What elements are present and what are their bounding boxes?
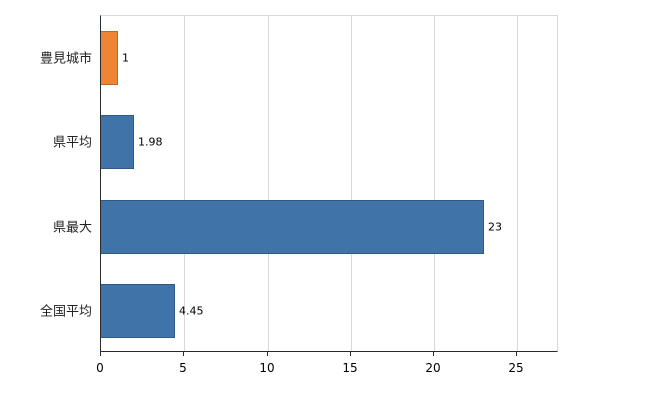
x-axis-tick-mark	[183, 352, 184, 356]
grid-line	[517, 16, 518, 351]
x-axis-tick-label: 20	[425, 361, 441, 375]
x-axis-tick-mark	[350, 352, 351, 356]
plot-area: 1 1.98 23 4.45	[100, 15, 558, 352]
x-axis-tick-mark	[433, 352, 434, 356]
y-axis-label: 豊見城市	[39, 51, 92, 67]
x-axis-tick-mark	[100, 352, 101, 356]
y-axis-label: 県最大	[52, 220, 92, 236]
bar-value-label: 4.45	[179, 304, 204, 318]
y-axis-label: 全国平均	[39, 304, 92, 320]
bar	[101, 200, 484, 254]
bar	[101, 284, 175, 338]
x-axis-tick-label: 25	[508, 361, 524, 375]
grid-line	[268, 16, 269, 351]
bar-value-label: 1.98	[138, 135, 163, 149]
x-axis-tick-mark	[267, 352, 268, 356]
x-axis-tick-mark	[516, 352, 517, 356]
bar-value-label: 23	[488, 220, 502, 234]
x-axis-tick-label: 15	[342, 361, 358, 375]
grid-line	[184, 16, 185, 351]
bar	[101, 31, 118, 85]
grid-line	[351, 16, 352, 351]
y-axis-label: 県平均	[52, 135, 92, 151]
x-axis-tick-label: 5	[179, 361, 187, 375]
bar-value-label: 1	[122, 51, 129, 65]
bar	[101, 115, 134, 169]
x-axis-tick-label: 0	[96, 361, 104, 375]
grid-line	[434, 16, 435, 351]
x-axis-tick-label: 10	[259, 361, 275, 375]
